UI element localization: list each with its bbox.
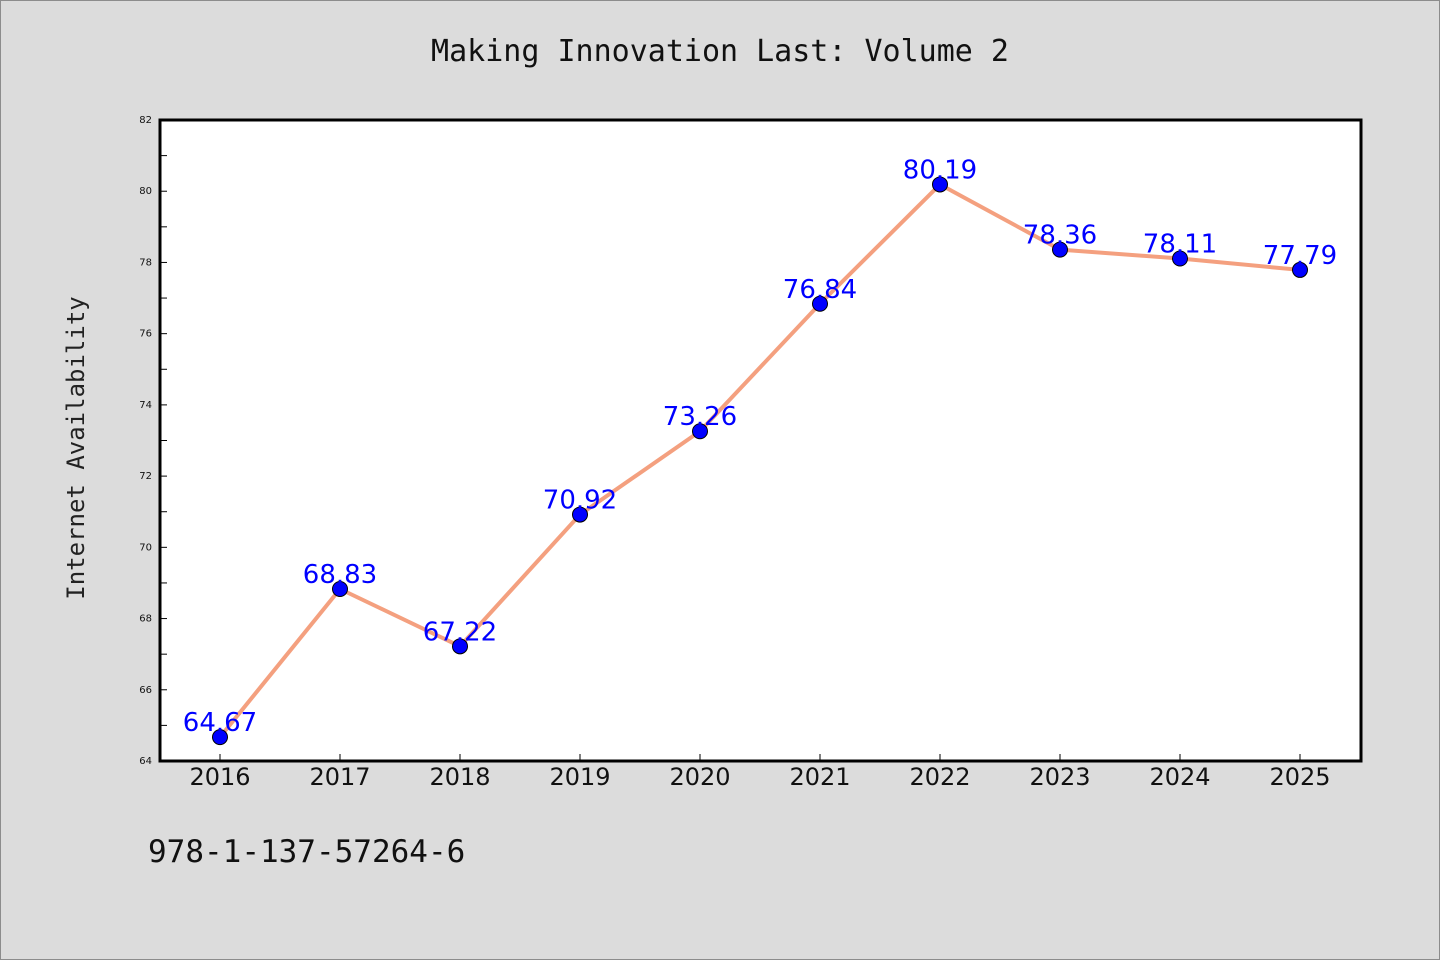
data-point — [1172, 250, 1188, 267]
y-tick-label: 64 — [139, 756, 152, 767]
data-point — [1292, 261, 1308, 278]
series-lines — [218, 182, 1301, 739]
y-tick-label: 72 — [139, 471, 152, 482]
y-axis-title: Internet Availability — [62, 296, 90, 599]
data-point — [692, 423, 708, 440]
x-tick-label: 2017 — [309, 763, 370, 791]
data-label: 78.11 — [1143, 230, 1217, 260]
data-label: 67.22 — [423, 617, 497, 647]
x-tick-label: 2019 — [549, 763, 610, 791]
data-point — [932, 176, 948, 193]
y-tick-label: 74 — [139, 400, 152, 411]
series-points — [212, 176, 1308, 746]
y-tick-label: 68 — [139, 614, 152, 625]
data-label: 70.92 — [543, 486, 617, 516]
x-tick-label: 2020 — [669, 763, 730, 791]
data-labels: 64.67 68.83 67.22 70.92 73.26 76.84 80.19 78.36… — [183, 155, 1337, 738]
x-tick-label: 2018 — [429, 763, 490, 791]
y-tick-label: 66 — [139, 685, 152, 696]
x-tick-label: 2025 — [1269, 763, 1330, 791]
x-tick-label: 2023 — [1029, 763, 1090, 791]
x-tick-label: 2021 — [789, 763, 850, 791]
y-tick-label: 82 — [139, 115, 152, 126]
plot-area — [158, 118, 1363, 763]
data-label: 76.84 — [783, 275, 857, 305]
x-tick-label: 2016 — [189, 763, 250, 791]
data-label: 77.79 — [1263, 241, 1337, 271]
isbn-text: 978-1-137-57264-6 — [148, 834, 466, 870]
y-tick-label: 76 — [139, 329, 152, 340]
chart-title: Making Innovation Last: Volume 2 — [431, 34, 1009, 69]
data-label: 78.36 — [1023, 221, 1097, 251]
y-tick-label: 78 — [139, 257, 152, 268]
data-point — [332, 580, 348, 597]
data-label: 73.26 — [663, 402, 737, 432]
y-tick-label: 70 — [139, 542, 152, 553]
data-label: 80.19 — [903, 155, 977, 185]
data-point — [212, 729, 228, 746]
x-tick-label: 2024 — [1149, 763, 1210, 791]
data-point — [452, 638, 468, 655]
data-point — [572, 506, 588, 523]
data-point — [1052, 241, 1068, 258]
data-label: 64.67 — [183, 708, 257, 738]
data-label: 68.83 — [303, 560, 377, 590]
series-line — [218, 182, 1301, 739]
x-tick-label: 2022 — [909, 763, 970, 791]
data-point — [812, 295, 828, 312]
y-tick-label: 80 — [139, 186, 152, 197]
x-axis-ticks: 2016 2017 2018 2019 2020 2021 2022 2023 2024 2025 — [189, 754, 1331, 791]
y-axis-ticks: 64 66 68 70 72 74 76 78 80 82 — [139, 115, 167, 767]
